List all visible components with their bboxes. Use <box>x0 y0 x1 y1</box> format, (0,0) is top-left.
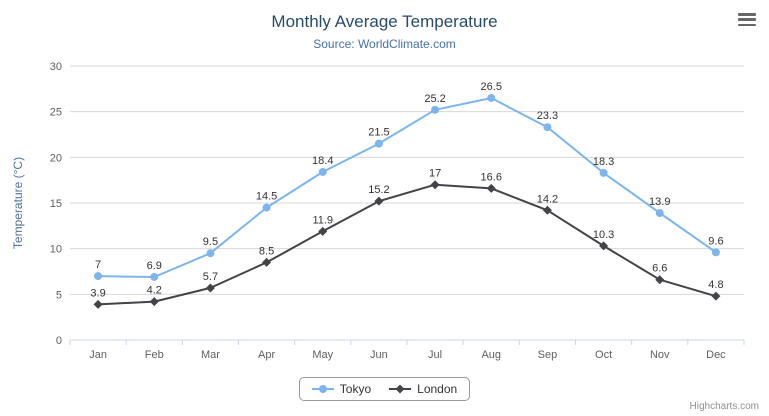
london-point[interactable] <box>262 257 272 267</box>
x-axis-tick-label: Mar <box>201 349 220 361</box>
london-data-label: 17 <box>429 168 441 180</box>
tokyo-data-label: 25.2 <box>424 93 445 105</box>
y-axis-tick-label: 0 <box>56 335 62 347</box>
y-axis-tick-label: 10 <box>50 244 62 256</box>
hamburger-icon <box>738 23 756 26</box>
tokyo-data-label: 23.3 <box>537 110 558 122</box>
legend-label-tokyo: Tokyo <box>339 382 372 396</box>
tokyo-point[interactable] <box>318 167 327 176</box>
london-point[interactable] <box>599 241 609 251</box>
tokyo-data-label: 21.5 <box>368 127 389 139</box>
legend-item-london[interactable]: London <box>389 382 457 396</box>
x-axis-tick-label: Apr <box>258 349 275 361</box>
london-data-label: 14.2 <box>537 193 558 205</box>
tokyo-point[interactable] <box>599 168 608 177</box>
tokyo-point[interactable] <box>374 139 383 148</box>
chart-title: Monthly Average Temperature <box>271 12 498 31</box>
tokyo-point[interactable] <box>150 272 159 281</box>
tokyo-point[interactable] <box>543 123 552 132</box>
london-data-label: 6.6 <box>652 263 667 275</box>
chart-subtitle: Source: WorldClimate.com <box>313 37 456 51</box>
london-point[interactable] <box>711 291 721 301</box>
hamburger-icon <box>738 13 756 16</box>
x-axis-tick-label: Aug <box>481 349 501 361</box>
x-axis-tick-label: Dec <box>706 349 726 361</box>
tokyo-point[interactable] <box>431 105 440 114</box>
x-axis-tick-label: Nov <box>650 349 670 361</box>
london-point[interactable] <box>149 297 159 307</box>
y-axis-tick-label: 20 <box>50 152 62 164</box>
london-point[interactable] <box>486 183 496 193</box>
y-axis-tick-label: 15 <box>50 198 62 210</box>
legend-item-tokyo[interactable]: Tokyo <box>311 382 372 396</box>
x-axis-tick-label: Jun <box>370 349 388 361</box>
london-data-label: 3.9 <box>90 287 105 299</box>
london-point[interactable] <box>542 205 552 215</box>
london-series-marker-icon <box>389 384 412 394</box>
x-axis-tick-label: Feb <box>145 349 164 361</box>
london-data-label: 4.2 <box>147 285 162 297</box>
london-point[interactable] <box>205 283 215 293</box>
london-point[interactable] <box>374 196 384 206</box>
london-point[interactable] <box>430 180 440 190</box>
tokyo-data-label: 26.5 <box>481 81 502 93</box>
london-point[interactable] <box>655 275 665 285</box>
tokyo-data-label: 13.9 <box>649 196 670 208</box>
y-axis-tick-label: 5 <box>56 289 62 301</box>
x-axis-tick-label: Jul <box>428 349 442 361</box>
tokyo-data-label: 18.4 <box>312 155 333 167</box>
tokyo-data-label: 9.6 <box>708 235 723 247</box>
london-data-label: 8.5 <box>259 245 274 257</box>
export-menu-button[interactable] <box>738 13 756 26</box>
tokyo-data-label: 9.5 <box>203 236 218 248</box>
london-point[interactable] <box>318 226 328 236</box>
tokyo-point[interactable] <box>94 272 103 281</box>
credits-link[interactable]: Highcharts.com <box>689 401 759 412</box>
x-axis-tick-label: Jan <box>89 349 107 361</box>
london-data-label: 5.7 <box>203 271 218 283</box>
tokyo-point[interactable] <box>262 203 271 212</box>
london-point[interactable] <box>93 299 103 309</box>
y-axis-tick-label: 25 <box>50 107 62 119</box>
london-data-label: 10.3 <box>593 229 614 241</box>
london-series-line <box>98 183 717 306</box>
y-axis-tick-label: 30 <box>50 61 62 73</box>
tokyo-point[interactable] <box>206 249 215 258</box>
x-axis-tick-label: Sep <box>538 349 558 361</box>
tokyo-data-label: 18.3 <box>593 156 614 168</box>
legend: Tokyo London <box>0 377 769 401</box>
legend-box: Tokyo London <box>298 377 471 401</box>
london-data-label: 16.6 <box>481 171 502 183</box>
tokyo-series-marker-icon <box>311 385 334 393</box>
tokyo-data-label: 14.5 <box>256 191 277 203</box>
tokyo-point[interactable] <box>711 248 720 257</box>
tokyo-point[interactable] <box>487 93 496 102</box>
hamburger-icon <box>738 18 756 21</box>
x-axis-tick-label: May <box>312 349 333 361</box>
tokyo-data-label: 7 <box>95 259 101 271</box>
london-data-label: 11.9 <box>312 214 333 226</box>
y-axis-title: Temperature (°C) <box>11 157 25 249</box>
x-axis-tick-label: Oct <box>595 349 612 361</box>
london-data-label: 15.2 <box>368 184 389 196</box>
legend-label-london: London <box>417 382 458 396</box>
london-data-label: 4.8 <box>708 279 723 291</box>
tokyo-series-line <box>98 97 717 278</box>
tokyo-point[interactable] <box>655 209 664 218</box>
tokyo-data-label: 6.9 <box>147 260 162 272</box>
